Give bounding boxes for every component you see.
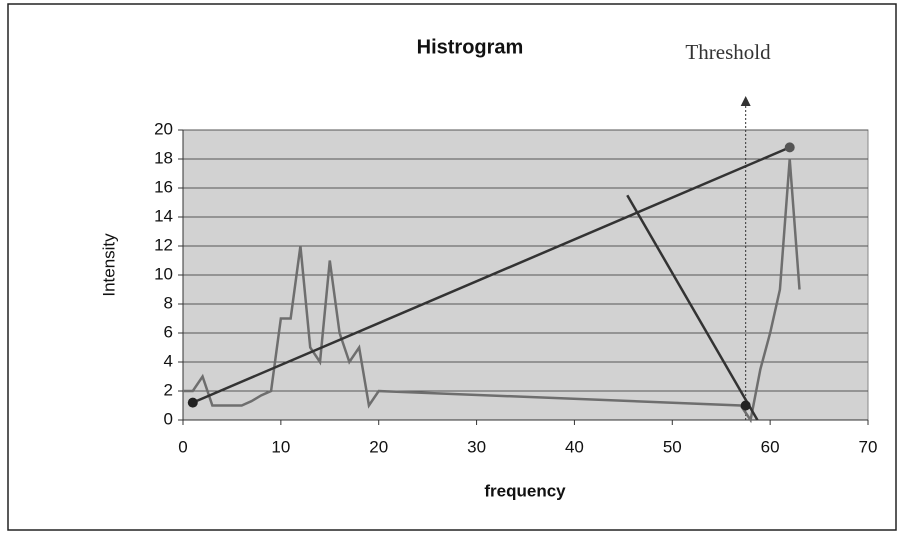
series-line [183,158,801,424]
y-tick-label: 0 [164,409,173,428]
x-tick-label: 60 [761,437,780,456]
x-tick-label: 70 [859,437,878,456]
x-axis-title: frequency [484,481,566,500]
y-tick-label: 12 [154,235,173,254]
x-tick-label: 10 [271,437,290,456]
y-tick-label: 10 [154,264,173,283]
y-tick-label: 18 [154,148,173,167]
point [740,400,751,411]
point [784,142,795,153]
threshold-arrow [740,96,751,106]
x-tick-label: 30 [467,437,486,456]
point [187,397,198,408]
annotation: Threshold [685,40,771,64]
y-tick-label: 14 [154,206,173,225]
x-tick-label: 50 [663,437,682,456]
y-tick-label: 4 [164,351,173,370]
series-line [626,194,759,421]
chart-title: Histrogram [417,36,524,58]
y-tick-label: 16 [154,177,173,196]
y-tick-label: 6 [164,322,173,341]
x-tick-label: 40 [565,437,584,456]
y-tick-label: 20 [154,119,173,138]
x-tick-label: 0 [178,437,187,456]
x-tick-label: 20 [369,437,388,456]
y-tick-label: 2 [164,380,173,399]
y-tick-label: 8 [164,293,173,312]
y-axis-title: Intensity [99,233,118,297]
series-line [192,146,791,404]
